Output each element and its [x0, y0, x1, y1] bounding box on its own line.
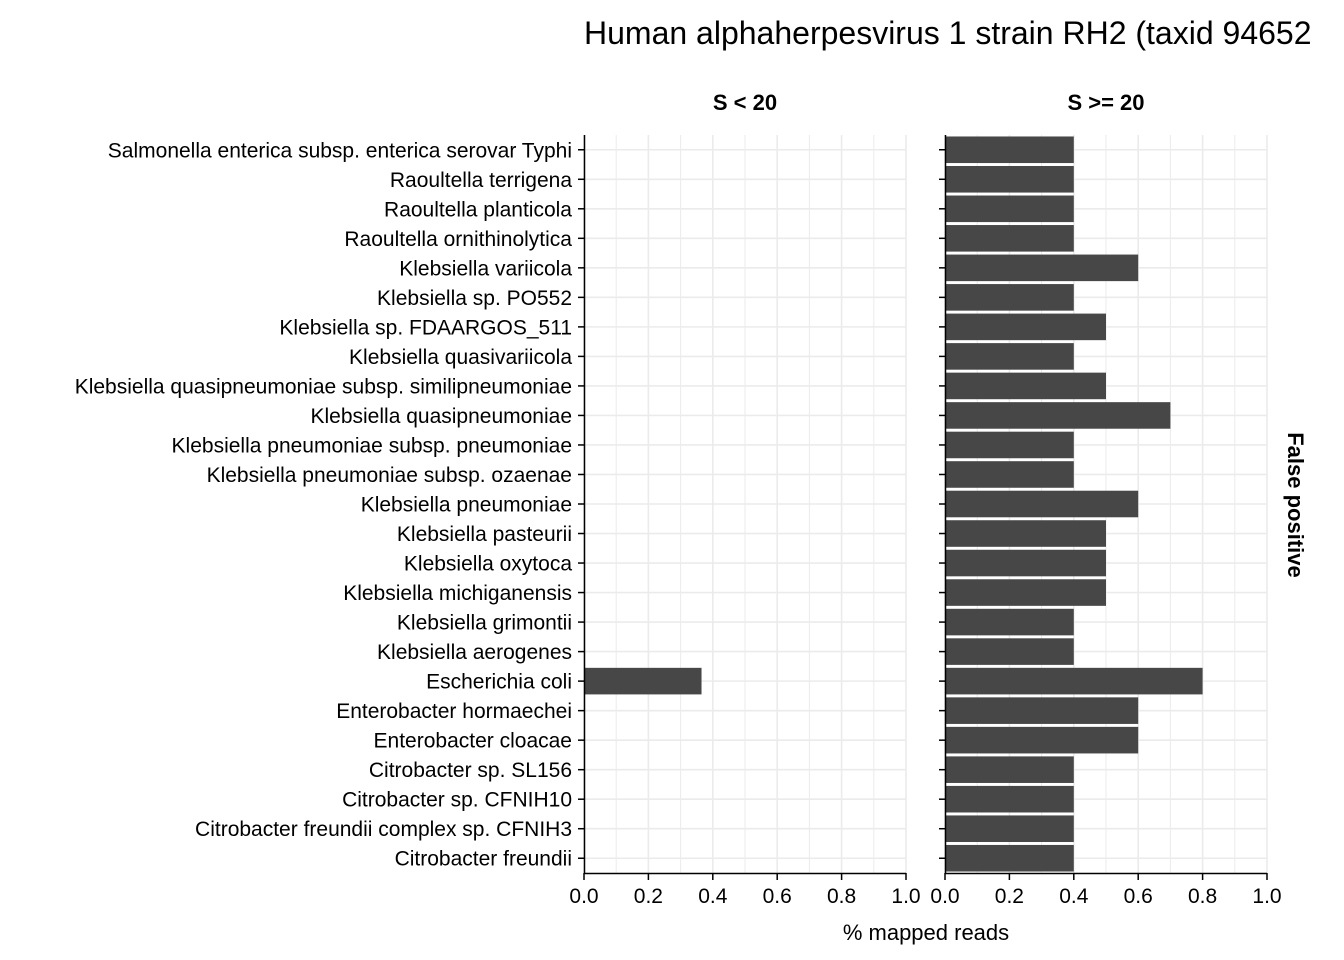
y-tick-label: Raoultella ornithinolytica — [344, 228, 572, 251]
bar — [945, 431, 1074, 459]
bar — [945, 136, 1074, 164]
y-tick-label: Raoultella terrigena — [390, 169, 572, 192]
bar — [945, 667, 1203, 695]
bar — [945, 461, 1074, 488]
bar — [945, 490, 1139, 518]
x-tick-label: 0.6 — [763, 885, 792, 908]
bar — [945, 313, 1106, 341]
x-tick-label: 0.2 — [634, 885, 663, 908]
y-tick-label: Klebsiella sp. FDAARGOS_511 — [279, 316, 572, 339]
bar — [945, 195, 1074, 223]
y-tick-label: Citrobacter freundii complex sp. CFNIH3 — [195, 818, 572, 841]
bar — [945, 284, 1074, 311]
chart-title: Human alphaherpesvirus 1 strain RH2 (tax… — [584, 15, 1312, 51]
y-tick-label: Klebsiella sp. PO552 — [377, 287, 572, 310]
y-tick-label: Klebsiella quasipneumoniae — [310, 405, 572, 428]
y-tick-label: Klebsiella pneumoniae — [361, 494, 572, 517]
y-tick-label: Klebsiella pasteurii — [397, 523, 572, 546]
bar — [945, 844, 1074, 872]
x-tick-label: 1.0 — [1252, 885, 1281, 908]
y-tick-label: Raoultella planticola — [384, 198, 572, 221]
bar — [945, 549, 1106, 577]
bar — [945, 343, 1074, 370]
y-tick-label: Klebsiella oxytoca — [404, 553, 572, 576]
y-tick-label: Escherichia coli — [426, 671, 572, 694]
bar — [945, 579, 1106, 606]
x-tick-label: 1.0 — [891, 885, 920, 908]
y-tick-label: Salmonella enterica subsp. enterica sero… — [108, 139, 572, 162]
y-tick-label: Klebsiella variicola — [399, 257, 572, 280]
y-tick-label: Citrobacter freundii — [395, 848, 572, 871]
bar — [945, 815, 1074, 843]
panel-label-s-lt-20: S < 20 — [713, 90, 777, 115]
bar — [945, 697, 1139, 724]
bar — [945, 520, 1106, 547]
bar — [945, 608, 1074, 636]
bar — [945, 756, 1074, 783]
x-tick-label: 0.8 — [1188, 885, 1217, 908]
bar — [584, 667, 702, 695]
y-tick-label: Klebsiella quasipneumoniae subsp. simili… — [75, 375, 572, 398]
plot-area: 0.0 0.2 0.4 0.6 0.8 1.0 0.0 0.2 0.4 0.6 0.8 1.0 Salm… — [75, 135, 1282, 908]
y-tick-label: Klebsiella pneumoniae subsp. pneumoniae — [172, 434, 572, 457]
y-tick-label: Citrobacter sp. SL156 — [369, 759, 572, 782]
y-tick-label: Klebsiella michiganensis — [343, 582, 572, 605]
y-tick-label: Klebsiella aerogenes — [377, 641, 572, 664]
bar — [945, 165, 1074, 193]
bar — [945, 785, 1074, 813]
x-tick-label: 0.8 — [827, 885, 856, 908]
panel-label-s-ge-20: S >= 20 — [1067, 90, 1144, 115]
bar — [945, 225, 1074, 252]
bar — [945, 372, 1106, 400]
bar — [945, 638, 1074, 665]
y-tick-label: Enterobacter cloacae — [374, 730, 572, 753]
y-tick-label: Klebsiella quasivariicola — [349, 346, 572, 369]
x-tick-label: 0.2 — [995, 885, 1024, 908]
x-tick-label: 0.6 — [1124, 885, 1153, 908]
bar — [945, 726, 1139, 754]
y-tick-label: Citrobacter sp. CFNIH10 — [342, 789, 572, 812]
x-tick-label: 0.0 — [569, 885, 598, 908]
bar — [945, 402, 1171, 429]
x-tick-label: 0.4 — [1059, 885, 1089, 908]
y-tick-label: Klebsiella pneumoniae subsp. ozaenae — [207, 464, 572, 487]
y-tick-label: Enterobacter hormaechei — [336, 700, 572, 723]
bar — [945, 254, 1139, 282]
x-tick-label: 0.0 — [930, 885, 959, 908]
row-strip-label: False positive — [1283, 432, 1308, 578]
x-axis-label: % mapped reads — [843, 920, 1009, 945]
x-tick-label: 0.4 — [698, 885, 728, 908]
y-tick-label: Klebsiella grimontii — [397, 612, 572, 635]
